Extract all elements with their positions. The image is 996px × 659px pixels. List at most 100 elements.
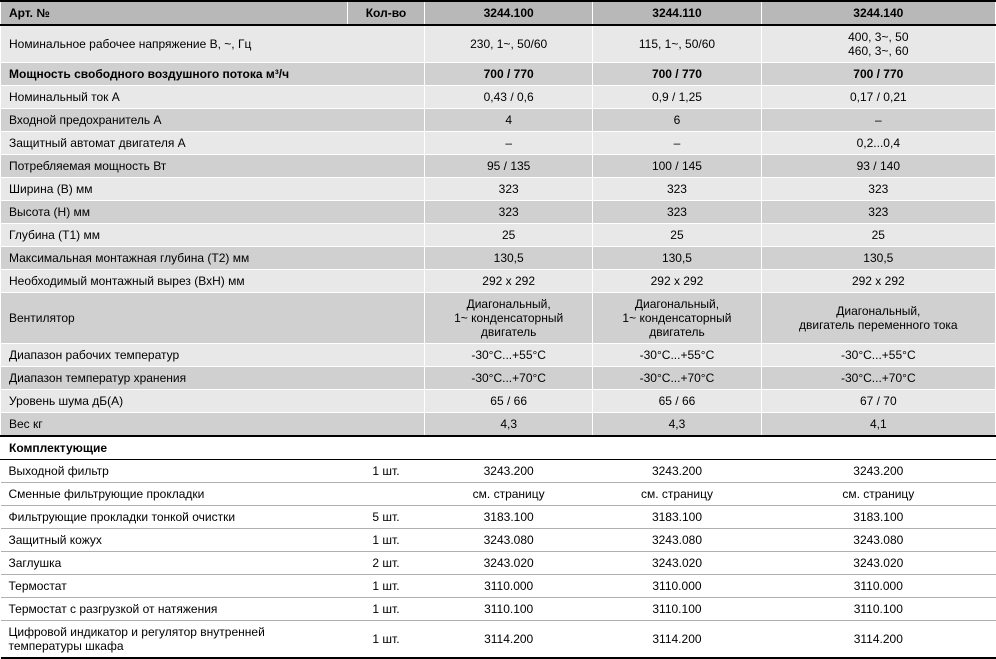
- accessory-qty: 1 шт.: [348, 575, 425, 598]
- row-label: Защитный автомат двигателя А: [1, 132, 425, 155]
- cell: 65 / 66: [425, 390, 593, 413]
- row-label: Вентилятор: [1, 293, 425, 344]
- cell: 3243.200: [425, 460, 593, 483]
- accessory-row: Цифровой индикатор и регулятор внутренне…: [1, 621, 996, 659]
- cell: 4: [425, 109, 593, 132]
- cell: 6: [593, 109, 761, 132]
- cell: 3110.000: [593, 575, 761, 598]
- accessory-label: Фильтрующие прокладки тонкой очистки: [1, 506, 348, 529]
- row-label: Вес кг: [1, 413, 425, 437]
- cell: 115, 1~, 50/60: [593, 25, 761, 63]
- cell: -30°C...+55°C: [593, 344, 761, 367]
- row-label: Диапазон температур хранения: [1, 367, 425, 390]
- cell: 3110.100: [425, 598, 593, 621]
- cell: 3114.200: [425, 621, 593, 659]
- row-label: Высота (Н) мм: [1, 201, 425, 224]
- cell: 323: [593, 201, 761, 224]
- cell: 3110.100: [593, 598, 761, 621]
- cell: 93 / 140: [761, 155, 995, 178]
- cell: см. страницу: [425, 483, 593, 506]
- accessory-row: Фильтрующие прокладки тонкой очистки5 шт…: [1, 506, 996, 529]
- table-row: Номинальный ток А0,43 / 0,60,9 / 1,250,1…: [1, 86, 996, 109]
- cell: 3110.000: [761, 575, 995, 598]
- accessory-qty: 5 шт.: [348, 506, 425, 529]
- table-row: Диапазон рабочих температур-30°C...+55°C…: [1, 344, 996, 367]
- header-qty: Кол-во: [348, 1, 425, 25]
- row-label: Максимальная монтажная глубина (Т2) мм: [1, 247, 425, 270]
- table-row: Ширина (В) мм323323323: [1, 178, 996, 201]
- table-row: Необходимый монтажный вырез (ВхН) мм292 …: [1, 270, 996, 293]
- row-label: Диапазон рабочих температур: [1, 344, 425, 367]
- cell: 0,2...0,4: [761, 132, 995, 155]
- accessory-qty: 1 шт.: [348, 460, 425, 483]
- cell: 65 / 66: [593, 390, 761, 413]
- cell: –: [761, 109, 995, 132]
- cell: 3243.080: [761, 529, 995, 552]
- cell: 323: [425, 178, 593, 201]
- cell: 3243.080: [593, 529, 761, 552]
- row-label: Необходимый монтажный вырез (ВхН) мм: [1, 270, 425, 293]
- cell: 292 x 292: [425, 270, 593, 293]
- cell: 4,3: [593, 413, 761, 437]
- cell: 25: [593, 224, 761, 247]
- cell: 95 / 135: [425, 155, 593, 178]
- table-header-row: Арт. № Кол-во 3244.100 3244.110 3244.140: [1, 1, 996, 25]
- cell: 0,17 / 0,21: [761, 86, 995, 109]
- cell: 700 / 770: [593, 63, 761, 86]
- spec-table: Арт. № Кол-во 3244.100 3244.110 3244.140…: [0, 0, 996, 659]
- accessory-label: Выходной фильтр: [1, 460, 348, 483]
- accessory-row: Термостат с разгрузкой от натяжения1 шт.…: [1, 598, 996, 621]
- cell: 323: [761, 178, 995, 201]
- cell: 25: [425, 224, 593, 247]
- cell: 3243.020: [425, 552, 593, 575]
- cell: 3110.000: [425, 575, 593, 598]
- row-label: Номинальный ток А: [1, 86, 425, 109]
- row-label: Номинальное рабочее напряжение В, ~, Гц: [1, 25, 425, 63]
- cell: 130,5: [761, 247, 995, 270]
- cell: 700 / 770: [761, 63, 995, 86]
- row-label: Входной предохранитель А: [1, 109, 425, 132]
- cell: 3243.080: [425, 529, 593, 552]
- accessory-label: Заглушка: [1, 552, 348, 575]
- cell: 3183.100: [761, 506, 995, 529]
- cell: 0,9 / 1,25: [593, 86, 761, 109]
- accessory-row: Сменные фильтрующие прокладки см. страниц…: [1, 483, 996, 506]
- accessory-label: Сменные фильтрующие прокладки: [1, 483, 348, 506]
- accessory-qty: [348, 483, 425, 506]
- table-row: Уровень шума дБ(А)65 / 6665 / 6667 / 70: [1, 390, 996, 413]
- row-label: Потребляемая мощность Вт: [1, 155, 425, 178]
- header-label: Арт. №: [1, 1, 348, 25]
- section-header-row: Комплектующие: [1, 436, 996, 460]
- table-row: Вес кг4,34,34,1: [1, 413, 996, 437]
- cell: 3243.020: [761, 552, 995, 575]
- cell: 130,5: [425, 247, 593, 270]
- cell: -30°C...+70°C: [761, 367, 995, 390]
- cell: 323: [425, 201, 593, 224]
- cell: 230, 1~, 50/60: [425, 25, 593, 63]
- cell: -30°C...+70°C: [593, 367, 761, 390]
- row-label: Глубина (Т1) мм: [1, 224, 425, 247]
- header-col3: 3244.140: [761, 1, 995, 25]
- table-row: Максимальная монтажная глубина (Т2) мм13…: [1, 247, 996, 270]
- cell: -30°C...+55°C: [425, 344, 593, 367]
- cell: 3183.100: [425, 506, 593, 529]
- cell: 25: [761, 224, 995, 247]
- header-col2: 3244.110: [593, 1, 761, 25]
- table-row: Номинальное рабочее напряжение В, ~, Гц2…: [1, 25, 996, 63]
- row-label: Ширина (В) мм: [1, 178, 425, 201]
- cell: 4,1: [761, 413, 995, 437]
- cell: 292 x 292: [761, 270, 995, 293]
- table-row: Мощность свободного воздушного потока м³…: [1, 63, 996, 86]
- row-label: Мощность свободного воздушного потока м³…: [1, 63, 425, 86]
- cell: –: [425, 132, 593, 155]
- cell: 3243.020: [593, 552, 761, 575]
- cell: -30°C...+70°C: [425, 367, 593, 390]
- section-header-label: Комплектующие: [1, 436, 996, 460]
- accessory-label: Защитный кожух: [1, 529, 348, 552]
- cell: 67 / 70: [761, 390, 995, 413]
- cell: 3114.200: [761, 621, 995, 659]
- table-row: Высота (Н) мм323323323: [1, 201, 996, 224]
- cell: -30°C...+55°C: [761, 344, 995, 367]
- accessory-label: Цифровой индикатор и регулятор внутренне…: [1, 621, 348, 659]
- table-row: Защитный автомат двигателя А––0,2...0,4: [1, 132, 996, 155]
